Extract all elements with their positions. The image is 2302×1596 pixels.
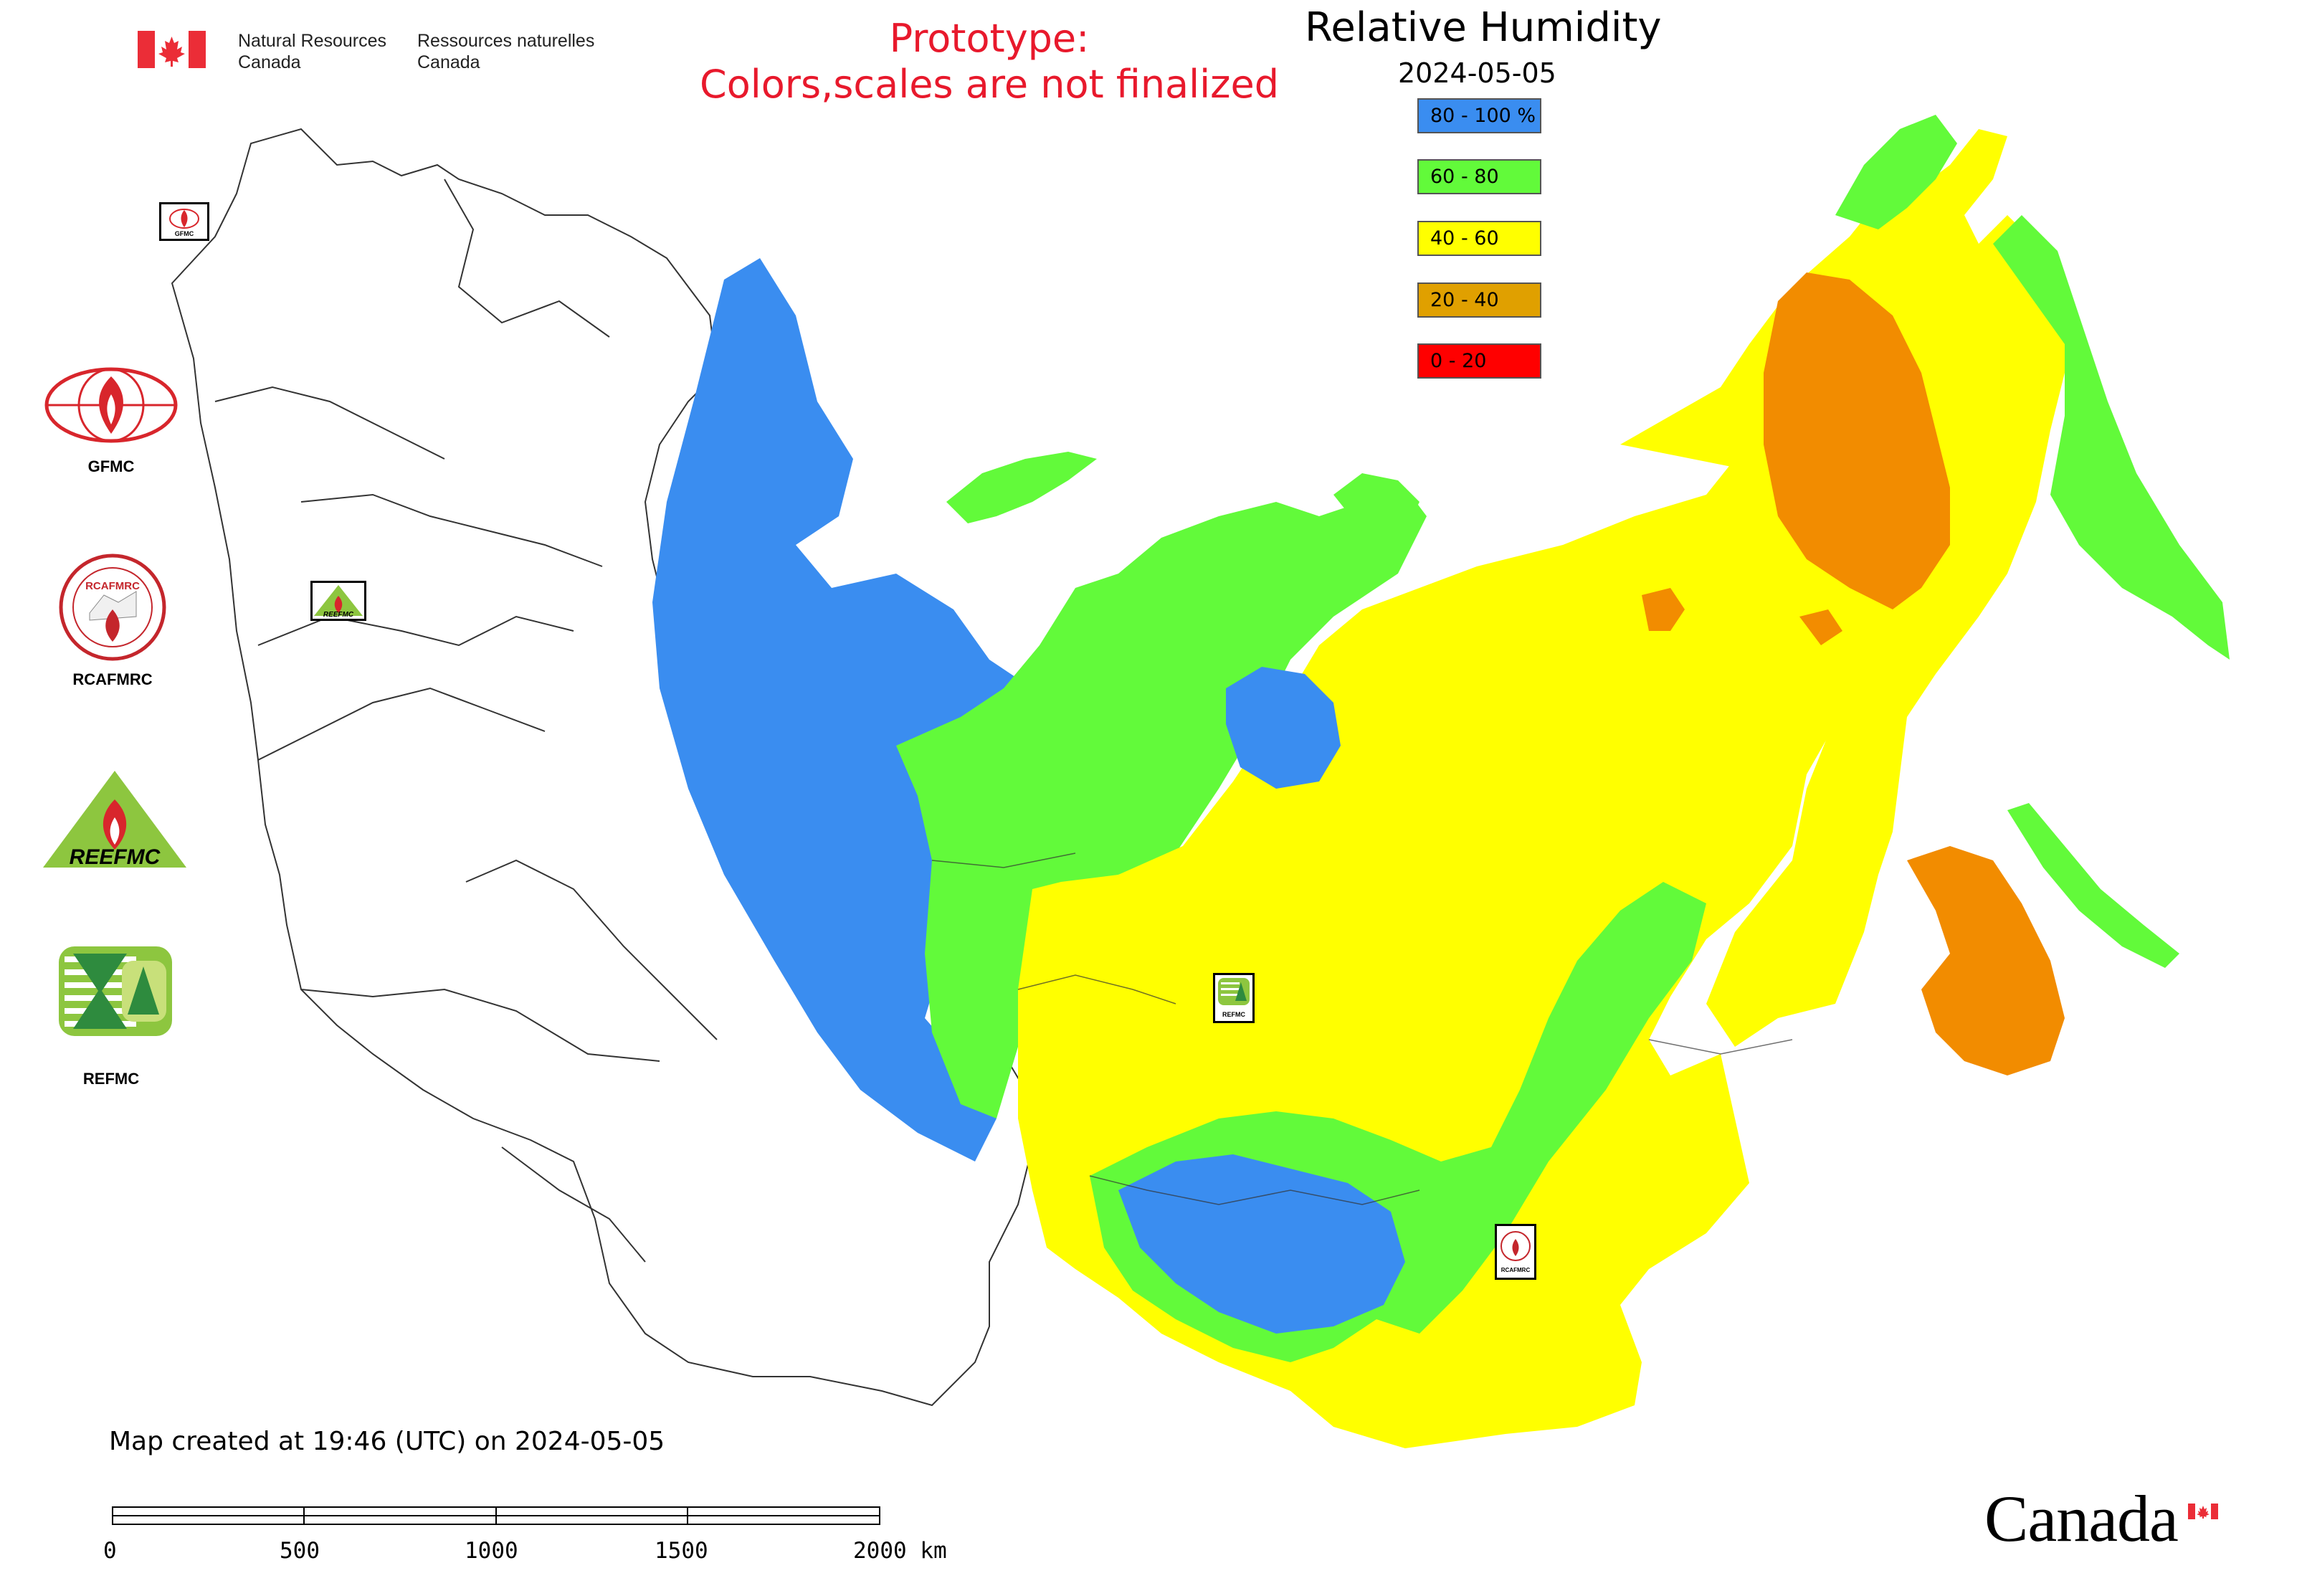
zone-40-60-east xyxy=(1620,129,2065,1047)
scale-tick-1000: 1000 xyxy=(465,1538,518,1564)
map-marker-reefmc: REEFMC xyxy=(310,581,366,621)
zone-60-80-sakhalin xyxy=(2007,803,2179,968)
rcafmrc-logo-label: RCAFMRC xyxy=(72,670,153,688)
zone-20-40-small-2 xyxy=(1799,609,1842,645)
legend-item: 0 - 20 xyxy=(1417,343,1541,379)
svg-text:RCAFMRC: RCAFMRC xyxy=(85,580,140,592)
canada-wordmark: Canada xyxy=(1984,1482,2179,1555)
scale-tick-500: 500 xyxy=(280,1538,320,1564)
refmc-logo-icon xyxy=(59,946,172,1036)
svg-text:REEFMC: REEFMC xyxy=(70,845,161,869)
agency-name-fr: Ressources naturelles Canada xyxy=(417,30,594,73)
gfmc-logo-label: GFMC xyxy=(87,457,135,475)
legend-title: Relative Humidity xyxy=(1305,4,1662,51)
scale-tick-0: 0 xyxy=(103,1538,117,1564)
zone-20-40-northeast xyxy=(1764,272,1950,609)
map-marker-refmc-label: REFMC xyxy=(1222,1011,1245,1018)
prototype-notice-line2: Colors,scales are not finalized xyxy=(700,62,1279,107)
map-marker-reefmc-label: REEFMC xyxy=(323,611,354,619)
map-marker-gfmc: GFMC xyxy=(159,202,209,241)
map-marker-refmc: REFMC xyxy=(1213,973,1255,1023)
refmc-logo-label: REFMC xyxy=(82,1070,140,1088)
island-taimyr-north xyxy=(1333,473,1419,531)
rcafmrc-logo-icon: RCAFMRC xyxy=(57,552,168,663)
legend-item: 20 - 40 xyxy=(1417,282,1541,318)
map-created-text: Map created at 19:46 (UTC) on 2024-05-05 xyxy=(109,1427,665,1456)
canada-wordmark-flag-icon xyxy=(2188,1504,2218,1519)
prototype-notice-line1: Prototype: xyxy=(889,16,1090,61)
agency-fr-line1: Ressources naturelles xyxy=(417,31,595,51)
agency-en-line2: Canada xyxy=(238,52,301,72)
zone-80-100-interior xyxy=(1226,667,1341,789)
zone-60-80-east-coast xyxy=(1993,215,2230,660)
legend-date: 2024-05-05 xyxy=(1398,57,1556,89)
region-borders xyxy=(931,852,1793,1205)
zone-60-80-northeast xyxy=(1835,115,1957,229)
map-marker-rcafmrc: RCAFMRC xyxy=(1495,1224,1536,1280)
canada-flag-icon xyxy=(138,31,206,68)
agency-en-line1: Natural Resources xyxy=(238,31,387,51)
scale-tick-2000: 2000 km xyxy=(853,1538,947,1564)
scale-bar xyxy=(112,1506,880,1525)
map-marker-rcafmrc-label: RCAFMRC xyxy=(1501,1267,1531,1273)
zone-20-40-amur xyxy=(1907,846,2065,1075)
zone-20-40-small-1 xyxy=(1642,588,1685,631)
agency-name-en: Natural Resources Canada xyxy=(238,30,386,73)
map-marker-gfmc-label: GFMC xyxy=(175,230,194,237)
agency-fr-line2: Canada xyxy=(417,52,480,72)
legend-item: 60 - 80 xyxy=(1417,159,1541,194)
scale-tick-1500: 1500 xyxy=(655,1538,708,1564)
humidity-zones xyxy=(652,115,2230,1448)
gfmc-logo-icon xyxy=(43,366,179,445)
island-novaya-zemlya xyxy=(946,452,1097,523)
legend-item: 80 - 100 % xyxy=(1417,98,1541,133)
legend-item: 40 - 60 xyxy=(1417,221,1541,256)
reefmc-logo-icon: REEFMC xyxy=(39,767,190,871)
